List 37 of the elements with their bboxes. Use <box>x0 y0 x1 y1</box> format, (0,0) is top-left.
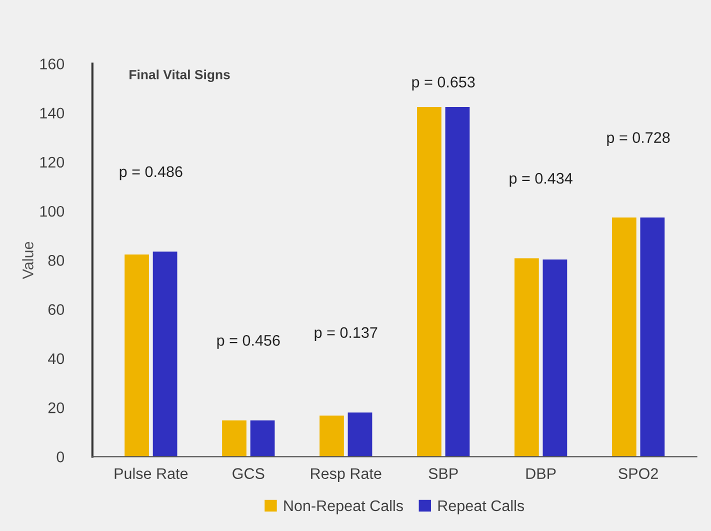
bar <box>250 420 275 457</box>
chart-title: Final Vital Signs <box>130 70 230 82</box>
x-tick-label: Resp Rate <box>311 468 382 482</box>
y-tick-label: 20 <box>48 402 64 414</box>
y-tick-label: 40 <box>48 353 64 364</box>
annotation: p = 0.486 <box>120 166 182 180</box>
bar <box>542 259 568 457</box>
bar <box>320 416 344 457</box>
annotation: p = 0.137 <box>314 327 378 341</box>
y-axis-title: Value <box>22 242 34 280</box>
bar <box>222 420 246 457</box>
bar <box>640 217 665 457</box>
bar <box>348 412 372 457</box>
bar <box>124 254 149 457</box>
bar <box>612 217 636 457</box>
bar <box>514 258 539 457</box>
bar <box>445 106 470 457</box>
annotation: p = 0.456 <box>217 335 280 349</box>
x-tick-label: SPO2 <box>618 468 658 479</box>
annotation: p = 0.728 <box>607 132 670 146</box>
annotation: p = 0.653 <box>412 76 475 90</box>
x-tick-label: Pulse Rate <box>114 468 188 479</box>
x-tick-label: DBP <box>526 468 556 479</box>
y-tick-label: 140 <box>40 108 64 119</box>
y-tick-label: 80 <box>48 255 64 266</box>
y-tick-label: 60 <box>48 304 64 315</box>
bar <box>417 106 442 457</box>
legend-label: Repeat Calls <box>438 500 524 514</box>
legend-label: Non-Repeat Calls <box>284 500 403 514</box>
annotation: p = 0.434 <box>510 172 572 187</box>
x-tick-label: SBP <box>428 468 458 479</box>
y-tick-label: 0 <box>56 452 64 462</box>
y-tick-label: 160 <box>40 58 64 70</box>
bar <box>152 252 178 457</box>
y-tick-label: 120 <box>40 156 64 168</box>
x-tick-label: GCS <box>232 468 264 479</box>
y-tick-label: 100 <box>40 206 64 217</box>
